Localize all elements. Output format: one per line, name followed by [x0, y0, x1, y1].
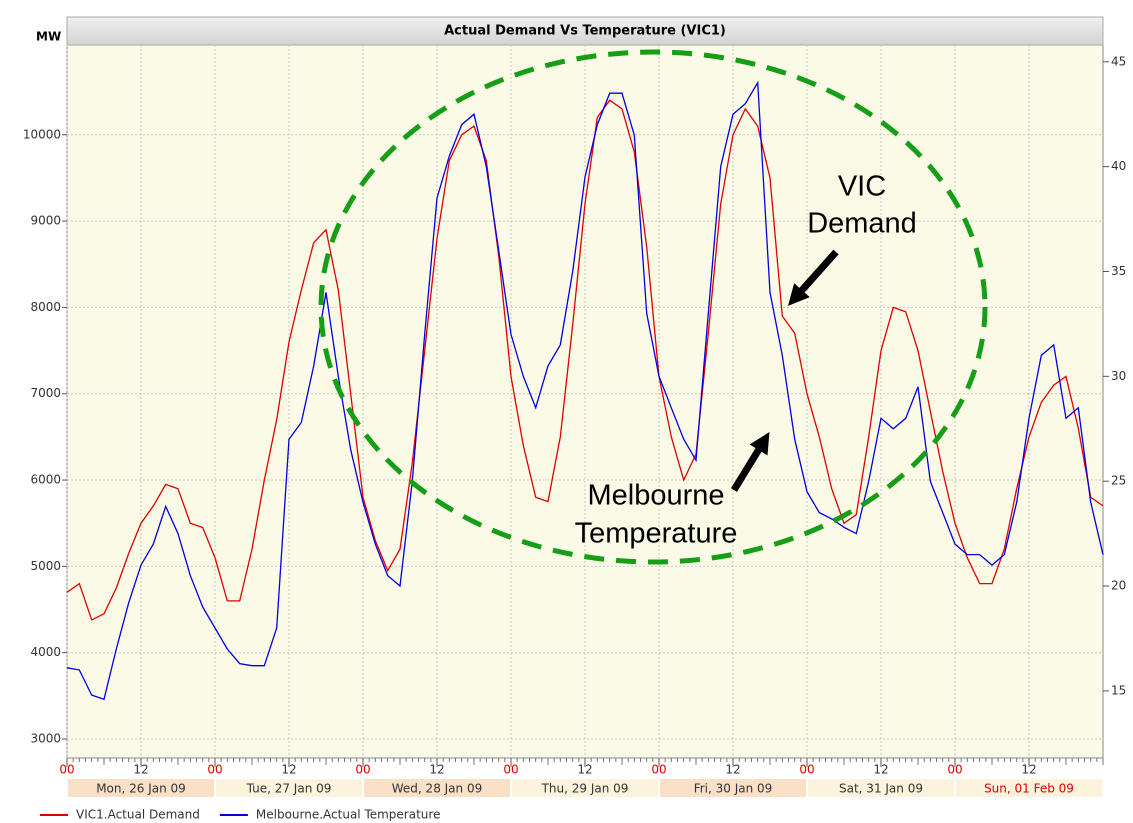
y2-tick-label: 25 [1111, 474, 1126, 488]
x-tick-label: 00 [59, 763, 74, 777]
x-tick-label: 12 [1021, 763, 1036, 777]
day-band [68, 779, 214, 797]
arrow [788, 249, 839, 306]
day-label: Sat, 31 Jan 09 [839, 782, 923, 796]
x-tick-label: 00 [503, 763, 518, 777]
chart-title: Actual Demand Vs Temperature (VIC1) [444, 24, 726, 39]
series-line [66, 80, 1104, 701]
y-tick-label: 8000 [30, 300, 61, 314]
arrow [731, 432, 770, 492]
day-band [512, 779, 658, 797]
y2-tick-label: 15 [1111, 683, 1126, 697]
y2-tick-label: 20 [1111, 579, 1126, 593]
y-tick-label: 7000 [30, 386, 61, 400]
day-band [216, 779, 362, 797]
x-tick-label: 00 [355, 763, 370, 777]
y2-tick-label: 45 [1111, 54, 1126, 68]
y2-tick-label: 40 [1111, 159, 1126, 173]
series-line [66, 99, 1104, 621]
day-label: Fri, 30 Jan 09 [694, 782, 773, 796]
x-tick-label: 00 [947, 763, 962, 777]
x-tick-label: 12 [873, 763, 888, 777]
y-tick-label: 3000 [30, 732, 61, 746]
plot-layer [66, 45, 1104, 758]
x-tick-label: 12 [429, 763, 444, 777]
legend-label: Melbourne.Actual Temperature [256, 808, 441, 822]
y-tick-label: 4000 [30, 645, 61, 659]
annotation: Melbourne [587, 480, 724, 512]
day-label: Wed, 28 Jan 09 [392, 782, 482, 796]
x-tick-label: 12 [133, 763, 148, 777]
day-band [364, 779, 510, 797]
annotation: Demand [807, 208, 917, 240]
y-tick-label: 10000 [23, 127, 61, 141]
x-tick-label: 00 [651, 763, 666, 777]
y2-tick-label: 35 [1111, 264, 1126, 278]
x-tick-label: 12 [725, 763, 740, 777]
y2-tick-label: 30 [1111, 369, 1126, 383]
legend-label: VIC1.Actual Demand [76, 808, 200, 822]
annotation: VIC [838, 171, 886, 203]
y-axis-label: MW [36, 30, 61, 44]
x-tick-label: 12 [577, 763, 592, 777]
annotation: Temperature [575, 518, 738, 550]
day-label: Sun, 01 Feb 09 [984, 782, 1074, 796]
day-band [808, 779, 954, 797]
day-band [660, 779, 806, 797]
x-tick-label: 00 [799, 763, 814, 777]
y-tick-label: 6000 [30, 473, 61, 487]
y-tick-label: 5000 [30, 559, 61, 573]
day-label: Tue, 27 Jan 09 [246, 782, 332, 796]
y-tick-label: 9000 [30, 214, 61, 228]
x-tick-label: 12 [281, 763, 296, 777]
title-bar [66, 16, 1104, 46]
day-label: Thu, 29 Jan 09 [541, 782, 629, 796]
highlight-ellipse [318, 49, 988, 565]
day-label: Mon, 26 Jan 09 [96, 782, 186, 796]
day-band [956, 779, 1102, 797]
x-tick-label: 00 [207, 763, 222, 777]
